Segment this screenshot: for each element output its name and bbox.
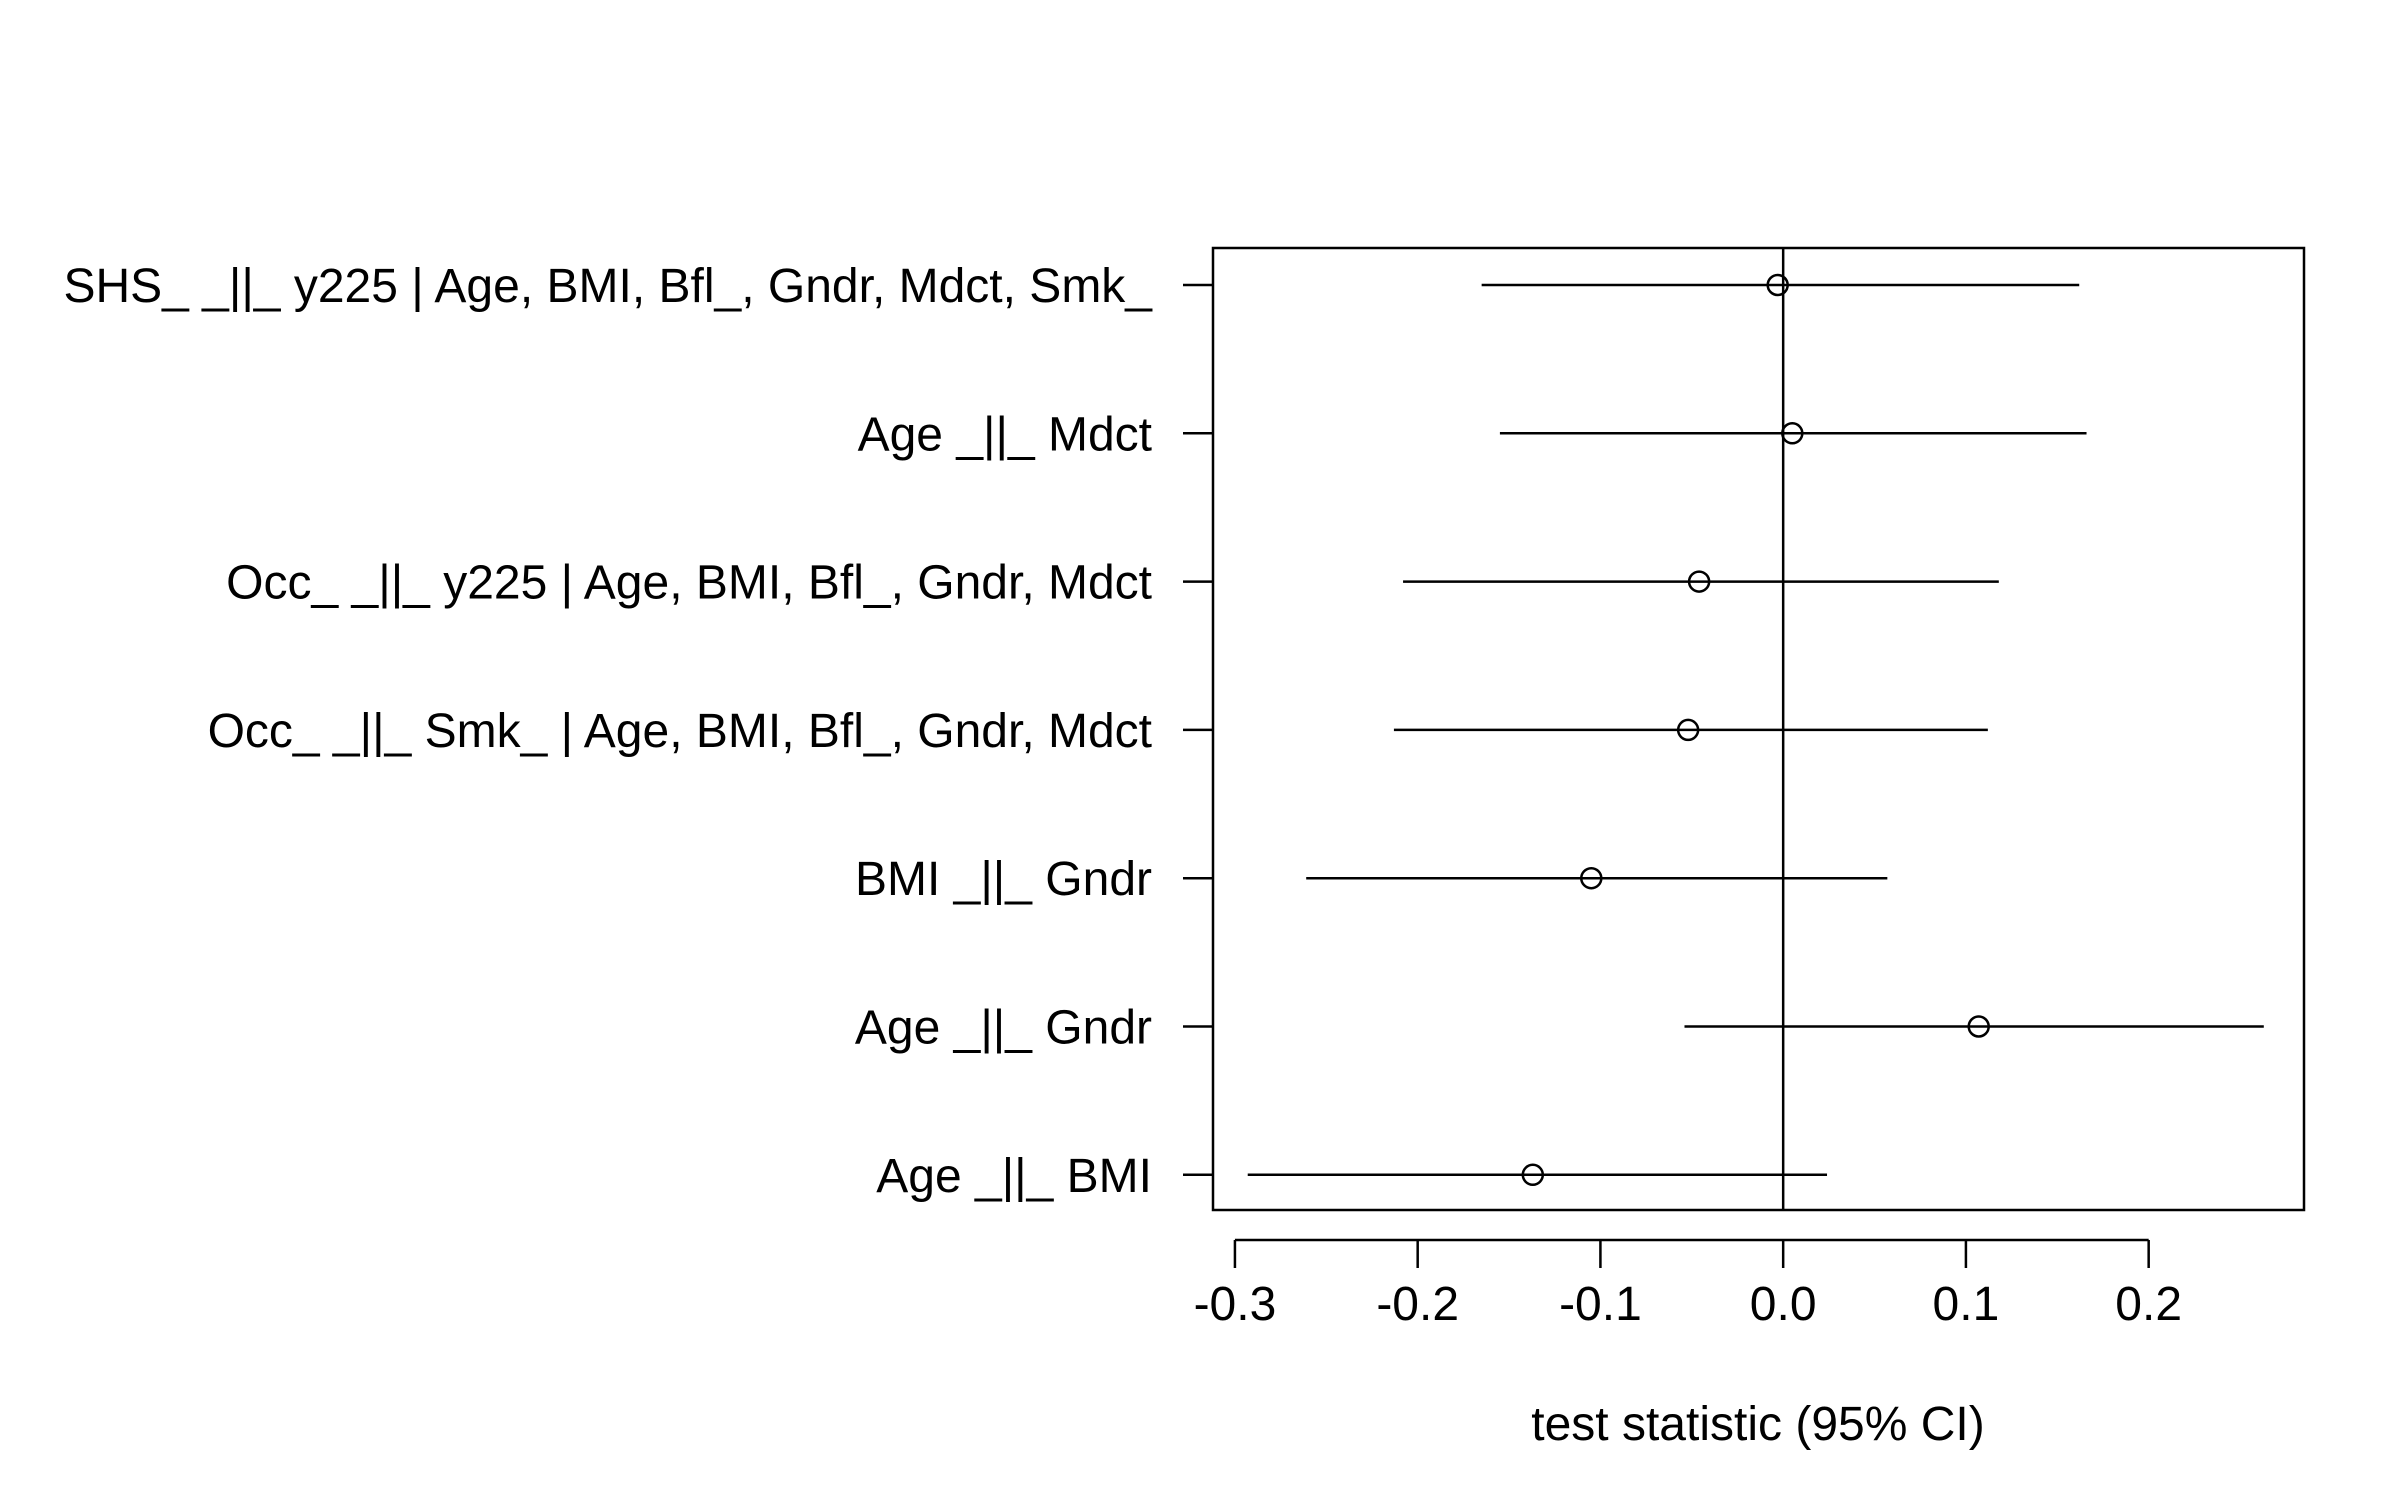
point-estimate [1967, 1015, 1990, 1038]
point-estimate [1580, 866, 1603, 890]
y-axis: SHS_ _||_ y225 | Age, BMI, Bfl_, Gndr, M… [63, 260, 1213, 1203]
x-tick-label: -0.3 [1194, 1278, 1277, 1331]
y-tick-label: Age _||_ Mdct [858, 408, 1152, 461]
x-tick-label: -0.2 [1376, 1278, 1459, 1331]
y-tick-label: SHS_ _||_ y225 | Age, BMI, Bfl_, Gndr, M… [63, 260, 1153, 313]
point-estimate [1521, 1163, 1545, 1187]
point-estimate [1781, 422, 1804, 445]
point-estimate [1676, 718, 1700, 742]
y-tick-label: Occ_ _||_ y225 | Age, BMI, Bfl_, Gndr, M… [226, 557, 1152, 610]
point-estimate [1687, 570, 1711, 593]
x-tick-label: 0.2 [2115, 1278, 2182, 1331]
x-axis-title: test statistic (95% CI) [1531, 1398, 1984, 1451]
x-tick-label: 0.1 [1933, 1278, 2000, 1331]
y-tick-label: Age _||_ BMI [876, 1150, 1152, 1203]
point-estimate [1766, 273, 1789, 297]
y-tick-label: Occ_ _||_ Smk_ | Age, BMI, Bfl_, Gndr, M… [208, 705, 1152, 758]
x-tick-label: 0.0 [1750, 1278, 1817, 1331]
x-axis: -0.3 -0.2 -0.1 0.0 0.1 0.2 [1194, 1238, 2182, 1331]
y-tick-label: Age _||_ Gndr [855, 1002, 1152, 1055]
x-tick-label: -0.1 [1559, 1278, 1642, 1331]
y-tick-label: BMI _||_ Gndr [855, 853, 1152, 906]
